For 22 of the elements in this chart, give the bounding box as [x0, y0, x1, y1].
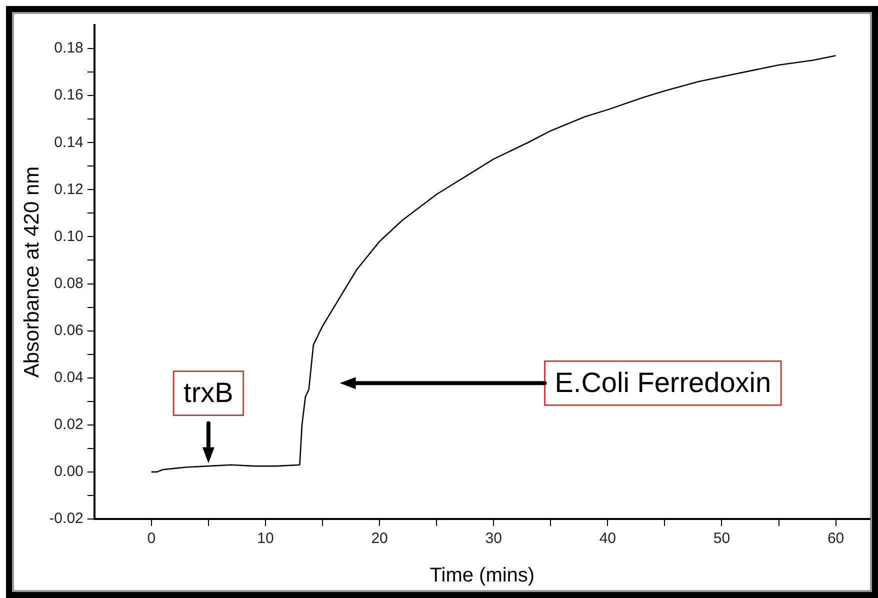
y-tick-label: 0.18 — [54, 40, 84, 57]
y-tick-label: 0.08 — [54, 274, 84, 292]
x-tick-label: 0 — [147, 530, 156, 548]
x-tick-label: 60 — [827, 530, 844, 548]
annotation: E.Coli Ferredoxin — [554, 366, 772, 398]
y-tick-label: 0.04 — [54, 369, 84, 386]
y-tick-label: 0.14 — [54, 134, 84, 151]
x-tick-label: 40 — [599, 530, 616, 548]
x-tick-label: 30 — [485, 530, 502, 548]
x-axis-title: Time (mins) — [430, 564, 535, 587]
y-tick-label: -0.02 — [49, 510, 84, 528]
x-tick-label: 50 — [713, 530, 730, 548]
y-axis-title: Absorbance at 420 nm — [20, 166, 44, 378]
x-tick-label: 10 — [257, 530, 274, 548]
annotation: trxB — [184, 376, 234, 408]
x-tick-label: 20 — [371, 530, 388, 548]
y-tick-label: 0.12 — [54, 180, 84, 198]
y-tick-label: 0.06 — [54, 322, 84, 339]
y-tick-label: 0.16 — [54, 86, 84, 104]
y-tick-label: 0.00 — [54, 463, 84, 480]
y-tick-label: 0.02 — [54, 416, 84, 434]
y-tick-label: 0.10 — [54, 228, 84, 245]
